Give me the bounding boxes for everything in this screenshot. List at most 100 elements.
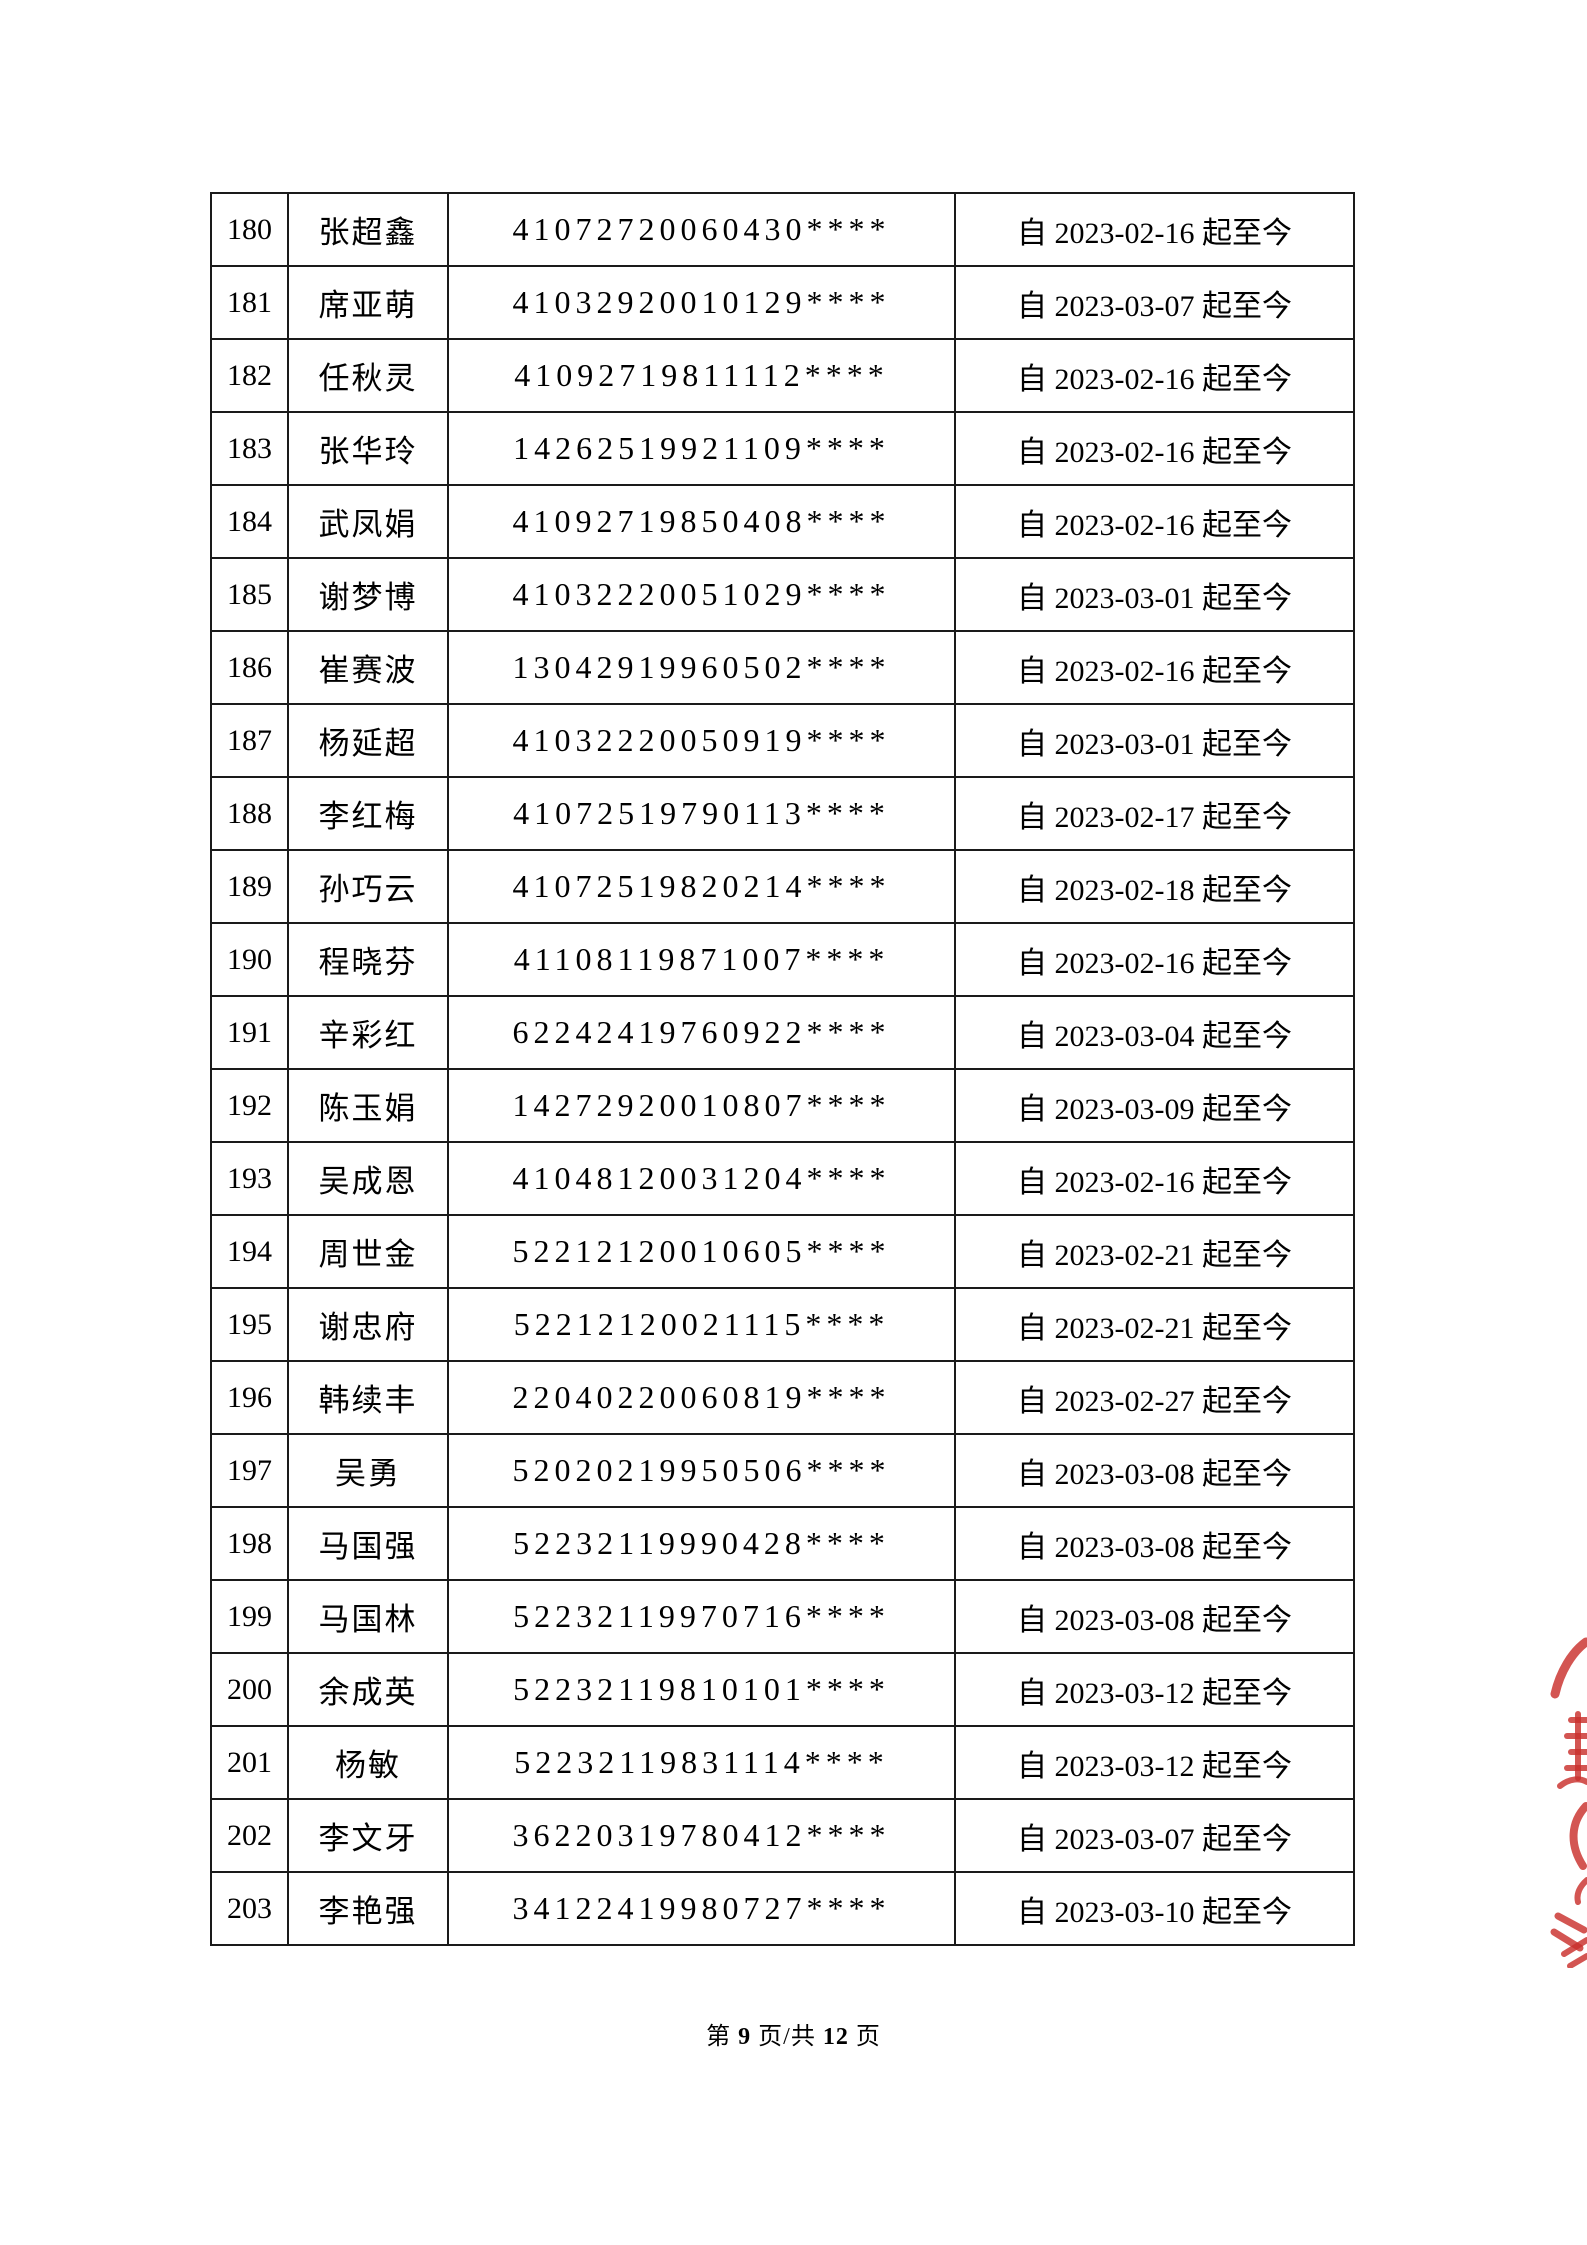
- name-cell: 韩续丰: [287, 1360, 449, 1435]
- row-number-cell: 196: [210, 1360, 289, 1435]
- table-row: 186 崔赛波 13042919960502**** 自 2023-02-16 …: [210, 630, 1355, 705]
- id-number-cell: 52212120010605****: [447, 1214, 956, 1289]
- name-cell: 周世金: [287, 1214, 449, 1289]
- validity-period-cell: 自 2023-02-16 起至今: [954, 484, 1355, 559]
- table-row: 184 武凤娟 41092719850408**** 自 2023-02-16 …: [210, 484, 1355, 559]
- row-number-cell: 190: [210, 922, 289, 997]
- footer-suffix: 页: [855, 2024, 881, 2050]
- table-row: 185 谢梦博 41032220051029**** 自 2023-03-01 …: [210, 557, 1355, 632]
- validity-period-cell: 自 2023-03-07 起至今: [954, 1798, 1355, 1873]
- name-cell: 谢梦博: [287, 557, 449, 632]
- row-number-cell: 180: [210, 192, 289, 267]
- name-cell: 陈玉娟: [287, 1068, 449, 1143]
- row-number-cell: 186: [210, 630, 289, 705]
- table-row: 202 李文牙 36220319780412**** 自 2023-03-07 …: [210, 1798, 1355, 1873]
- footer-total-pages: 12: [822, 2024, 849, 2050]
- validity-period-cell: 自 2023-03-08 起至今: [954, 1579, 1355, 1654]
- name-cell: 马国林: [287, 1579, 449, 1654]
- red-seal-stamp: [1550, 1637, 1587, 1968]
- name-cell: 崔赛波: [287, 630, 449, 705]
- name-cell: 任秋灵: [287, 338, 449, 413]
- personnel-table: 180 张超鑫 41072720060430**** 自 2023-02-16 …: [210, 192, 1355, 1946]
- row-number-cell: 185: [210, 557, 289, 632]
- table-row: 182 任秋灵 41092719811112**** 自 2023-02-16 …: [210, 338, 1355, 413]
- id-number-cell: 34122419980727****: [447, 1871, 956, 1946]
- row-number-cell: 191: [210, 995, 289, 1070]
- table-row: 198 马国强 52232119990428**** 自 2023-03-08 …: [210, 1506, 1355, 1581]
- id-number-cell: 41048120031204****: [447, 1141, 956, 1216]
- name-cell: 吴勇: [287, 1433, 449, 1508]
- table-row: 191 辛彩红 62242419760922**** 自 2023-03-04 …: [210, 995, 1355, 1070]
- validity-period-cell: 自 2023-03-12 起至今: [954, 1725, 1355, 1800]
- row-number-cell: 198: [210, 1506, 289, 1581]
- id-number-cell: 52020219950506****: [447, 1433, 956, 1508]
- name-cell: 吴成恩: [287, 1141, 449, 1216]
- name-cell: 余成英: [287, 1652, 449, 1727]
- table-row: 200 余成英 52232119810101**** 自 2023-03-12 …: [210, 1652, 1355, 1727]
- validity-period-cell: 自 2023-03-12 起至今: [954, 1652, 1355, 1727]
- table-row: 189 孙巧云 41072519820214**** 自 2023-02-18 …: [210, 849, 1355, 924]
- table-row: 194 周世金 52212120010605**** 自 2023-02-21 …: [210, 1214, 1355, 1289]
- validity-period-cell: 自 2023-02-17 起至今: [954, 776, 1355, 851]
- name-cell: 孙巧云: [287, 849, 449, 924]
- validity-period-cell: 自 2023-02-16 起至今: [954, 192, 1355, 267]
- validity-period-cell: 自 2023-02-16 起至今: [954, 630, 1355, 705]
- table-row: 197 吴勇 52020219950506**** 自 2023-03-08 起…: [210, 1433, 1355, 1508]
- table-row: 199 马国林 52232119970716**** 自 2023-03-08 …: [210, 1579, 1355, 1654]
- validity-period-cell: 自 2023-02-16 起至今: [954, 411, 1355, 486]
- validity-period-cell: 自 2023-02-27 起至今: [954, 1360, 1355, 1435]
- id-number-cell: 41072720060430****: [447, 192, 956, 267]
- id-number-cell: 52232119970716****: [447, 1579, 956, 1654]
- table-row: 190 程晓芬 41108119871007**** 自 2023-02-16 …: [210, 922, 1355, 997]
- footer-separator: 页/共: [758, 2024, 816, 2050]
- id-number-cell: 52212120021115****: [447, 1287, 956, 1362]
- table-row: 192 陈玉娟 14272920010807**** 自 2023-03-09 …: [210, 1068, 1355, 1143]
- footer-page-number: 9: [738, 2024, 752, 2050]
- id-number-cell: 22040220060819****: [447, 1360, 956, 1435]
- table-row: 188 李红梅 41072519790113**** 自 2023-02-17 …: [210, 776, 1355, 851]
- row-number-cell: 182: [210, 338, 289, 413]
- row-number-cell: 188: [210, 776, 289, 851]
- row-number-cell: 193: [210, 1141, 289, 1216]
- name-cell: 程晓芬: [287, 922, 449, 997]
- id-number-cell: 14272920010807****: [447, 1068, 956, 1143]
- row-number-cell: 202: [210, 1798, 289, 1873]
- validity-period-cell: 自 2023-02-21 起至今: [954, 1287, 1355, 1362]
- validity-period-cell: 自 2023-03-04 起至今: [954, 995, 1355, 1070]
- name-cell: 李艳强: [287, 1871, 449, 1946]
- validity-period-cell: 自 2023-03-08 起至今: [954, 1433, 1355, 1508]
- row-number-cell: 201: [210, 1725, 289, 1800]
- id-number-cell: 36220319780412****: [447, 1798, 956, 1873]
- row-number-cell: 183: [210, 411, 289, 486]
- name-cell: 李文牙: [287, 1798, 449, 1873]
- validity-period-cell: 自 2023-03-10 起至今: [954, 1871, 1355, 1946]
- table-row: 187 杨延超 41032220050919**** 自 2023-03-01 …: [210, 703, 1355, 778]
- validity-period-cell: 自 2023-02-16 起至今: [954, 1141, 1355, 1216]
- row-number-cell: 181: [210, 265, 289, 340]
- validity-period-cell: 自 2023-02-21 起至今: [954, 1214, 1355, 1289]
- id-number-cell: 62242419760922****: [447, 995, 956, 1070]
- row-number-cell: 184: [210, 484, 289, 559]
- validity-period-cell: 自 2023-03-09 起至今: [954, 1068, 1355, 1143]
- row-number-cell: 194: [210, 1214, 289, 1289]
- row-number-cell: 200: [210, 1652, 289, 1727]
- id-number-cell: 41032220051029****: [447, 557, 956, 632]
- id-number-cell: 14262519921109****: [447, 411, 956, 486]
- table-row: 183 张华玲 14262519921109**** 自 2023-02-16 …: [210, 411, 1355, 486]
- name-cell: 杨延超: [287, 703, 449, 778]
- table-row: 180 张超鑫 41072720060430**** 自 2023-02-16 …: [210, 192, 1355, 267]
- page-footer: 第 9 页/共 12 页: [0, 2016, 1587, 2051]
- validity-period-cell: 自 2023-02-18 起至今: [954, 849, 1355, 924]
- id-number-cell: 52232119831114****: [447, 1725, 956, 1800]
- table-row: 181 席亚萌 41032920010129**** 自 2023-03-07 …: [210, 265, 1355, 340]
- name-cell: 席亚萌: [287, 265, 449, 340]
- validity-period-cell: 自 2023-02-16 起至今: [954, 338, 1355, 413]
- table-row: 196 韩续丰 22040220060819**** 自 2023-02-27 …: [210, 1360, 1355, 1435]
- row-number-cell: 187: [210, 703, 289, 778]
- id-number-cell: 41092719850408****: [447, 484, 956, 559]
- validity-period-cell: 自 2023-03-01 起至今: [954, 703, 1355, 778]
- row-number-cell: 192: [210, 1068, 289, 1143]
- name-cell: 张超鑫: [287, 192, 449, 267]
- validity-period-cell: 自 2023-02-16 起至今: [954, 922, 1355, 997]
